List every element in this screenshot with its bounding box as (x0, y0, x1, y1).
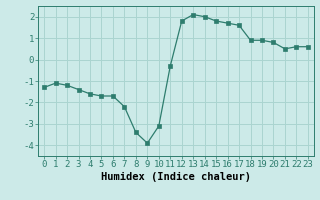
X-axis label: Humidex (Indice chaleur): Humidex (Indice chaleur) (101, 172, 251, 182)
